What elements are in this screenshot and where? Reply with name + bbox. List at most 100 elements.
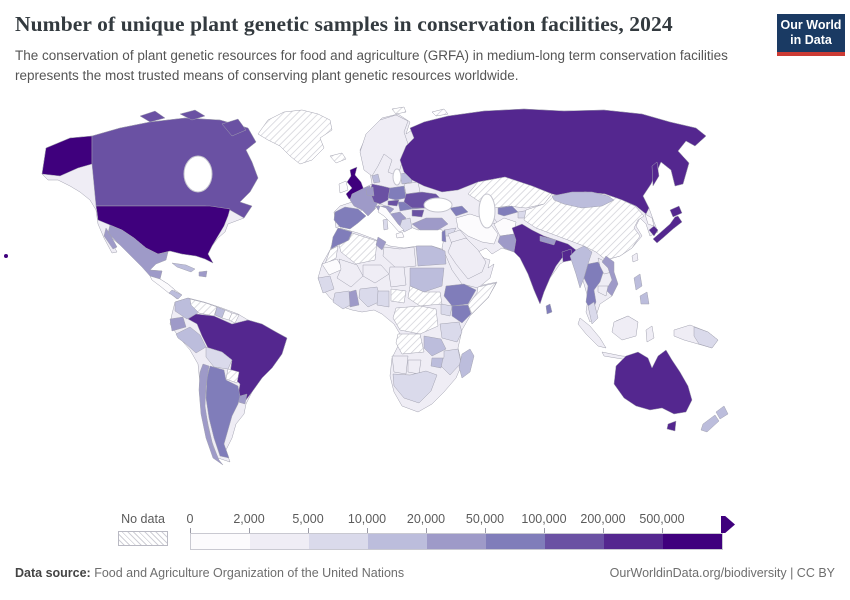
country-italy[interactable]	[377, 205, 405, 239]
country-hispaniola[interactable]	[198, 270, 208, 278]
country-ivory-coast[interactable]	[332, 290, 355, 310]
country-brazil[interactable]	[187, 313, 288, 401]
country-cameroon[interactable]	[376, 290, 390, 308]
data-source-note: Data source: Food and Agriculture Organi…	[15, 566, 404, 580]
country-indonesia[interactable]	[577, 315, 655, 362]
credit-link[interactable]: OurWorldinData.org/biodiversity | CC BY	[609, 566, 835, 580]
legend-tick-label: 5,000	[292, 512, 324, 526]
country-ghana[interactable]	[348, 289, 360, 308]
country-taiwan[interactable]	[631, 252, 639, 263]
black-sea	[423, 197, 453, 213]
country-mozambique[interactable]	[439, 348, 462, 376]
legend-bin[interactable]	[427, 534, 486, 549]
country-zimbabwe[interactable]	[430, 357, 444, 369]
legend-bin[interactable]	[191, 534, 250, 549]
country-turkey[interactable]	[411, 217, 449, 231]
country-mexico[interactable]	[103, 224, 169, 280]
owid-logo-line1: Our World	[780, 18, 842, 32]
country-japan[interactable]	[652, 205, 683, 244]
country-philippines[interactable]	[633, 273, 650, 305]
country-israel[interactable]	[441, 229, 447, 243]
country-egypt[interactable]	[415, 245, 447, 267]
country-peru[interactable]	[175, 326, 207, 354]
country-central-african-republic[interactable]	[390, 288, 407, 304]
country-ecuador[interactable]	[169, 316, 187, 332]
legend-bin[interactable]	[250, 534, 309, 549]
legend-bin[interactable]	[368, 534, 427, 549]
country-argentina[interactable]	[205, 365, 241, 459]
legend-bin[interactable]	[604, 534, 663, 549]
country-drc[interactable]	[392, 305, 439, 335]
country-western-sahara[interactable]	[324, 245, 339, 265]
country-panama-costa-rica[interactable]	[168, 289, 183, 300]
country-sri-lanka[interactable]	[545, 303, 553, 315]
country-hawaii[interactable]	[4, 254, 8, 258]
legend-bin[interactable]	[309, 534, 368, 549]
legend-tick-mark	[308, 528, 309, 533]
country-botswana[interactable]	[407, 359, 422, 375]
country-nepal[interactable]	[539, 235, 557, 246]
country-china[interactable]	[523, 191, 645, 261]
country-cambodia[interactable]	[597, 285, 609, 297]
country-iran[interactable]	[455, 213, 499, 245]
country-nigeria[interactable]	[358, 286, 382, 308]
country-poland[interactable]	[387, 185, 407, 201]
country-niger[interactable]	[362, 264, 390, 284]
world-map	[0, 106, 850, 508]
country-sakhalin[interactable]	[651, 161, 660, 187]
country-greenland[interactable]	[257, 109, 333, 165]
country-myanmar[interactable]	[569, 245, 593, 289]
country-uzbekistan[interactable]	[497, 205, 519, 217]
country-ireland[interactable]	[338, 180, 349, 194]
country-mongolia[interactable]	[551, 191, 615, 209]
country-kenya[interactable]	[451, 304, 472, 324]
legend-tick-mark	[544, 528, 545, 533]
country-bulgaria[interactable]	[411, 209, 425, 218]
legend-bin[interactable]	[486, 534, 545, 549]
country-svalbard[interactable]	[391, 106, 449, 117]
country-greece[interactable]	[399, 217, 413, 233]
legend-bin[interactable]	[663, 534, 722, 549]
country-senegal-guinea[interactable]	[317, 275, 335, 294]
country-ethiopia[interactable]	[443, 283, 477, 307]
country-tanzania[interactable]	[439, 321, 463, 343]
legend-tick-label: 20,000	[406, 512, 446, 526]
owid-logo-line2: in Data	[790, 33, 832, 47]
country-belarus[interactable]	[403, 181, 421, 195]
owid-logo[interactable]: Our World in Data	[777, 14, 845, 56]
country-chad[interactable]	[388, 266, 407, 288]
country-uganda[interactable]	[440, 303, 453, 317]
country-benelux[interactable]	[365, 186, 375, 197]
country-chile[interactable]	[198, 363, 224, 466]
country-namibia[interactable]	[391, 355, 409, 375]
country-saudi-arabia[interactable]	[447, 237, 487, 280]
country-angola[interactable]	[395, 333, 425, 355]
country-spain[interactable]	[333, 206, 367, 230]
country-cuba[interactable]	[171, 262, 196, 273]
country-new-zealand[interactable]	[700, 405, 729, 433]
country-india[interactable]	[511, 223, 577, 305]
country-caucasus[interactable]	[449, 205, 469, 217]
legend-bin[interactable]	[545, 534, 604, 549]
country-canada-arctic-islands[interactable]	[139, 109, 247, 137]
country-paraguay[interactable]	[225, 368, 240, 384]
country-denmark[interactable]	[371, 173, 381, 184]
country-czechia[interactable]	[387, 199, 400, 207]
country-morocco[interactable]	[330, 227, 353, 250]
country-sudan[interactable]	[409, 267, 445, 293]
country-mali[interactable]	[336, 258, 364, 288]
country-papua-new-guinea[interactable]	[693, 326, 719, 349]
country-iceland[interactable]	[329, 152, 347, 164]
country-somalia[interactable]	[467, 282, 497, 315]
country-libya[interactable]	[382, 246, 417, 269]
country-zambia[interactable]	[423, 335, 447, 357]
country-tunisia[interactable]	[375, 236, 387, 251]
legend-tick-label: 500,000	[639, 512, 685, 526]
country-madagascar[interactable]	[458, 348, 475, 379]
country-vietnam[interactable]	[601, 255, 619, 297]
country-south-africa[interactable]	[392, 370, 438, 404]
country-australia[interactable]	[613, 349, 693, 432]
country-south-korea[interactable]	[648, 225, 659, 237]
country-sardinia[interactable]	[382, 218, 389, 231]
legend-no-data[interactable]: No data	[118, 512, 168, 546]
